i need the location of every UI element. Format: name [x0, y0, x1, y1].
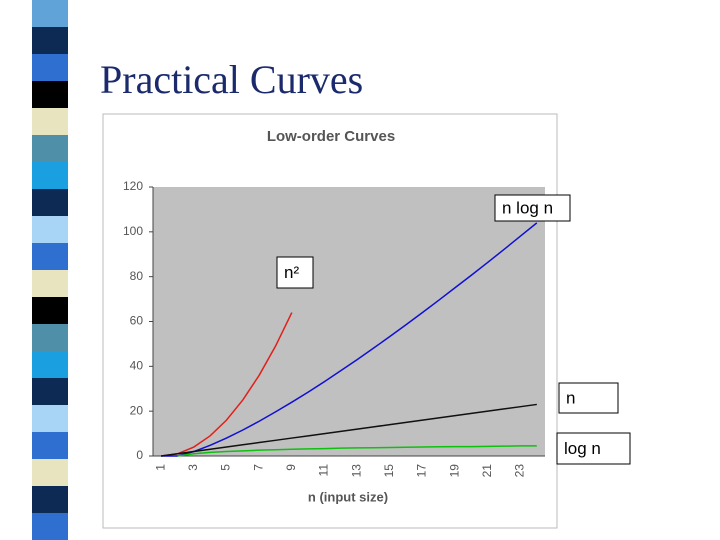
series-label-box — [276, 256, 314, 289]
y-tick-label: 80 — [130, 269, 144, 283]
x-axis-label: n (input size) — [308, 489, 388, 504]
x-tick-label: 7 — [251, 464, 265, 471]
decor-square — [32, 216, 68, 243]
decor-square — [32, 81, 68, 108]
series-label: n log n — [502, 198, 553, 217]
plot-area — [153, 187, 545, 456]
y-tick-label: 100 — [123, 224, 143, 238]
chart-title: Low-order Curves — [267, 128, 395, 145]
decor-square — [32, 0, 68, 27]
decor-square — [32, 270, 68, 297]
x-tick-label: 23 — [513, 464, 527, 478]
decor-square — [32, 378, 68, 405]
y-tick-label: 20 — [130, 403, 144, 417]
decor-square — [32, 162, 68, 189]
slide-title: Practical Curves — [100, 57, 363, 102]
decor-square — [32, 135, 68, 162]
decor-square — [32, 297, 68, 324]
y-tick-label: 40 — [130, 359, 144, 373]
x-tick-label: 19 — [447, 464, 461, 478]
decor-square — [32, 243, 68, 270]
decor-square — [32, 432, 68, 459]
series-label: log n — [564, 439, 601, 458]
series-line — [161, 403, 537, 457]
series-line — [177, 445, 537, 457]
series-label: n² — [284, 263, 299, 282]
decor-square — [32, 54, 68, 81]
x-tick-label: 9 — [284, 464, 298, 471]
x-tick-label: 1 — [153, 464, 167, 471]
decor-strip — [32, 0, 68, 540]
series-line — [161, 222, 538, 457]
y-tick-label: 60 — [130, 314, 144, 328]
y-tick-label: 120 — [123, 179, 143, 193]
x-tick-label: 5 — [219, 464, 233, 471]
x-tick-label: 11 — [317, 464, 331, 477]
series-label-box — [558, 382, 619, 414]
decor-square — [32, 108, 68, 135]
series-label: n — [566, 388, 575, 407]
x-tick-label: 21 — [480, 464, 494, 478]
decor-square — [32, 351, 68, 378]
decor-square — [32, 405, 68, 432]
decor-square — [32, 189, 68, 216]
series-line — [161, 312, 293, 457]
y-tick-label: 0 — [136, 448, 143, 462]
decor-square — [32, 513, 68, 540]
x-tick-label: 17 — [415, 464, 429, 478]
x-tick-label: 15 — [382, 464, 396, 478]
series-label-box — [556, 432, 631, 465]
decor-square — [32, 459, 68, 486]
x-tick-label: 3 — [186, 464, 200, 471]
decor-square — [32, 324, 68, 351]
decor-square — [32, 27, 68, 54]
series-label-box — [494, 194, 571, 222]
decor-square — [32, 486, 68, 513]
x-tick-label: 13 — [349, 464, 363, 478]
